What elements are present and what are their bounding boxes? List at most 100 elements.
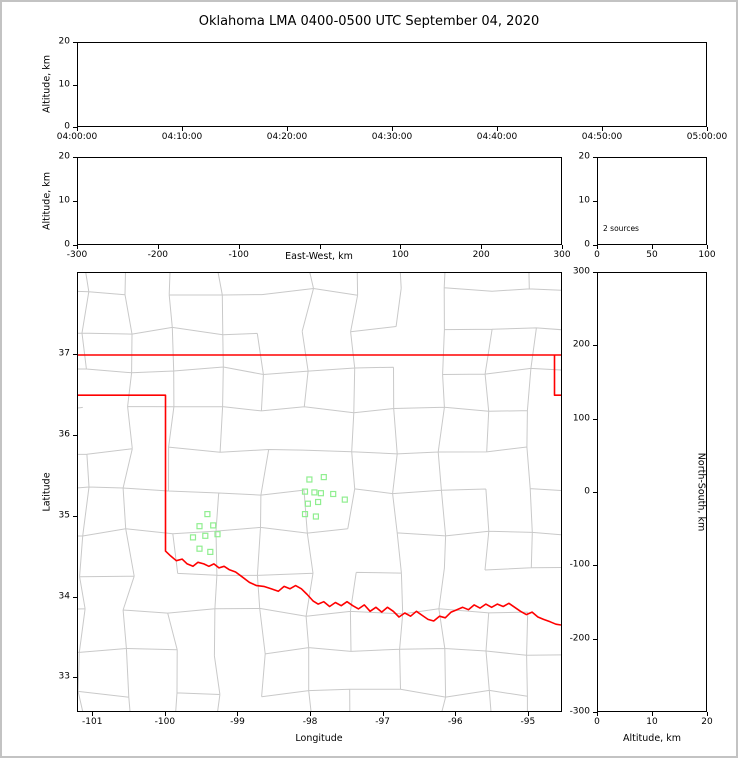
time-height-panel: [77, 42, 707, 127]
tick-label: 05:00:00: [686, 132, 728, 142]
tick-label: -200: [569, 633, 590, 644]
tick-label: 34: [58, 591, 70, 602]
tick-mark: [157, 245, 159, 249]
tick-mark: [593, 565, 597, 567]
tick-label: 100: [698, 250, 716, 260]
tick-label: 04:20:00: [266, 132, 308, 142]
tick-label: 300: [553, 250, 571, 260]
tick-label: 10: [58, 195, 70, 206]
ns-panel-ylabel: North-South, km: [695, 452, 707, 532]
tick-mark: [92, 712, 94, 716]
tick-label: 0: [584, 486, 590, 497]
north-south-height-panel: [597, 272, 707, 712]
tick-label: -95: [520, 717, 536, 727]
tick-label: 0: [594, 717, 600, 727]
tick-label: 20: [58, 36, 70, 47]
tick-label: 100: [391, 250, 409, 260]
state-border-segment: [553, 355, 561, 396]
tick-mark: [73, 245, 77, 246]
tick-mark: [237, 712, 239, 716]
tick-mark: [593, 157, 597, 158]
tick-mark: [73, 677, 77, 679]
station-marker: [207, 548, 214, 555]
tick-mark: [593, 638, 597, 640]
tick-mark: [319, 245, 321, 249]
tick-label: 36: [58, 429, 70, 440]
tick-label: 35: [58, 510, 70, 521]
map-canvas: [78, 273, 561, 711]
tick-mark: [73, 596, 77, 598]
station-marker: [204, 511, 211, 518]
tick-label: 20: [701, 717, 713, 727]
tick-label: 10: [58, 79, 70, 89]
station-marker: [196, 545, 203, 552]
tick-label: 0: [64, 239, 70, 250]
tick-label: 04:00:00: [56, 132, 98, 142]
tick-label: -97: [375, 717, 391, 727]
lma-station-markers: [189, 474, 348, 555]
station-marker: [315, 498, 322, 506]
tick-mark: [593, 272, 597, 273]
station-marker: [189, 534, 197, 541]
tick-label: 0: [584, 239, 590, 250]
tick-mark: [497, 127, 498, 131]
tick-mark: [77, 127, 78, 131]
tick-mark: [382, 712, 384, 716]
tick-mark: [73, 354, 77, 356]
source-count-label: 2 sources: [603, 224, 639, 233]
tick-label: -300: [66, 250, 88, 260]
station-marker: [214, 531, 221, 538]
station-marker: [312, 513, 319, 520]
altitude-histogram-panel: [597, 157, 707, 245]
state-border-segment: [78, 394, 561, 626]
tick-mark: [392, 127, 393, 131]
east-west-height-panel: [77, 157, 562, 245]
tick-mark: [593, 712, 597, 713]
tick-mark: [164, 712, 166, 716]
tick-mark: [73, 515, 77, 517]
tick-label: -100: [228, 250, 249, 260]
tick-label: 04:50:00: [581, 132, 623, 142]
tick-mark: [597, 712, 598, 716]
tick-mark: [652, 245, 653, 249]
tick-label: -99: [230, 717, 245, 727]
station-marker: [311, 489, 318, 496]
tick-mark: [593, 245, 597, 246]
tick-label: -101: [82, 717, 103, 727]
tick-label: -98: [302, 717, 318, 727]
tick-mark: [527, 712, 529, 716]
tick-mark: [73, 84, 77, 86]
tick-mark: [310, 712, 312, 716]
map-panel-ylabel: Latitude: [41, 472, 53, 512]
state-border-lines: [78, 354, 561, 626]
tick-mark: [481, 245, 483, 249]
station-marker: [301, 511, 309, 518]
tick-mark: [593, 345, 597, 347]
tick-mark: [707, 712, 708, 716]
tick-mark: [707, 245, 708, 249]
tick-label: -300: [569, 706, 590, 717]
tick-mark: [652, 712, 653, 716]
tick-mark: [593, 492, 597, 493]
tick-label: 100: [572, 413, 590, 424]
tick-label: 50: [646, 250, 658, 260]
tick-label: 04:40:00: [476, 132, 518, 142]
station-marker: [301, 488, 309, 495]
tick-label: -200: [147, 250, 169, 260]
tick-label: 04:30:00: [371, 132, 413, 142]
tick-mark: [238, 245, 240, 249]
tick-label: -100: [569, 559, 590, 570]
station-marker: [306, 476, 313, 483]
ew-panel-xlabel: East-West, km: [285, 251, 353, 262]
tick-mark: [707, 127, 708, 131]
station-marker: [341, 496, 348, 503]
figure-title: Oklahoma LMA 0400-0500 UTC September 04,…: [198, 14, 540, 29]
tick-mark: [73, 157, 77, 158]
tick-mark: [182, 127, 183, 131]
tick-label: 20: [578, 151, 590, 162]
tick-label: 04:10:00: [161, 132, 203, 142]
station-marker: [210, 522, 217, 529]
tick-label: -96: [447, 717, 463, 727]
tick-mark: [602, 127, 603, 131]
